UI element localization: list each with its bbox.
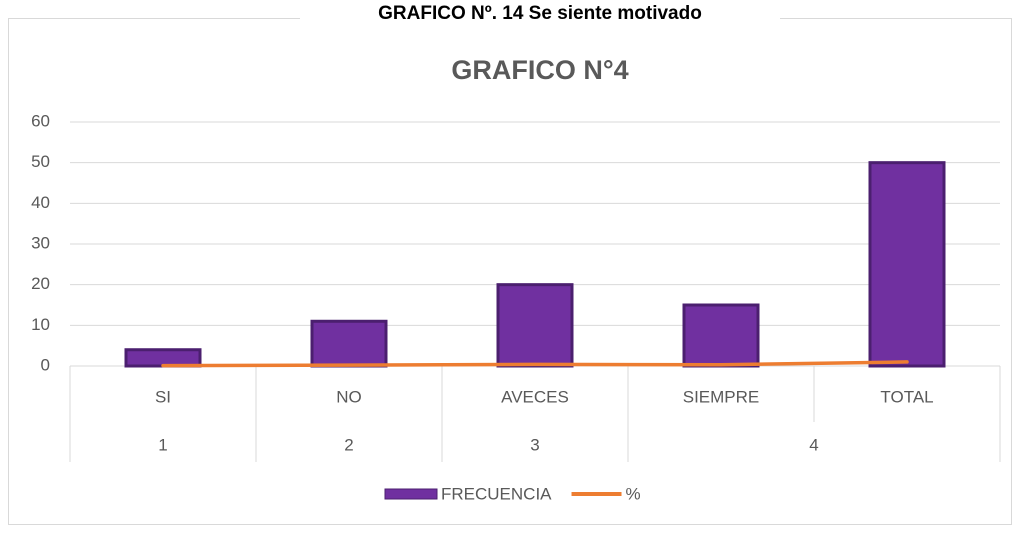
y-tick-label: 10 — [31, 315, 50, 334]
x-tick-label: NO — [336, 387, 362, 406]
chart-border — [8, 18, 1012, 525]
group-label: 3 — [530, 435, 539, 454]
x-tick-label: AVECES — [501, 387, 569, 406]
x-tick-label: TOTAL — [880, 387, 933, 406]
bar — [682, 303, 760, 368]
bar — [868, 161, 946, 368]
bar — [310, 319, 388, 368]
group-label: 4 — [809, 435, 818, 454]
group-label: 2 — [344, 435, 353, 454]
y-tick-label: 30 — [31, 233, 50, 252]
y-tick-label: 60 — [31, 111, 50, 130]
x-tick-label: SIEMPRE — [683, 387, 760, 406]
legend-label: % — [626, 484, 641, 503]
legend-label: FRECUENCIA — [441, 484, 552, 503]
y-tick-label: 50 — [31, 152, 50, 171]
chart-title: GRAFICO N°4 — [451, 55, 628, 85]
line — [161, 360, 909, 368]
x-tick-label: SI — [155, 387, 171, 406]
y-tick-label: 0 — [41, 355, 50, 374]
group-label: 1 — [158, 435, 167, 454]
bar — [496, 283, 574, 368]
y-tick-label: 40 — [31, 193, 50, 212]
legend-swatch — [384, 488, 438, 500]
header-bg — [300, 2, 780, 26]
y-tick-label: 20 — [31, 274, 50, 293]
bar — [124, 348, 202, 368]
header: GRAFICO Nº. 14 Se siente motivado — [378, 3, 702, 24]
